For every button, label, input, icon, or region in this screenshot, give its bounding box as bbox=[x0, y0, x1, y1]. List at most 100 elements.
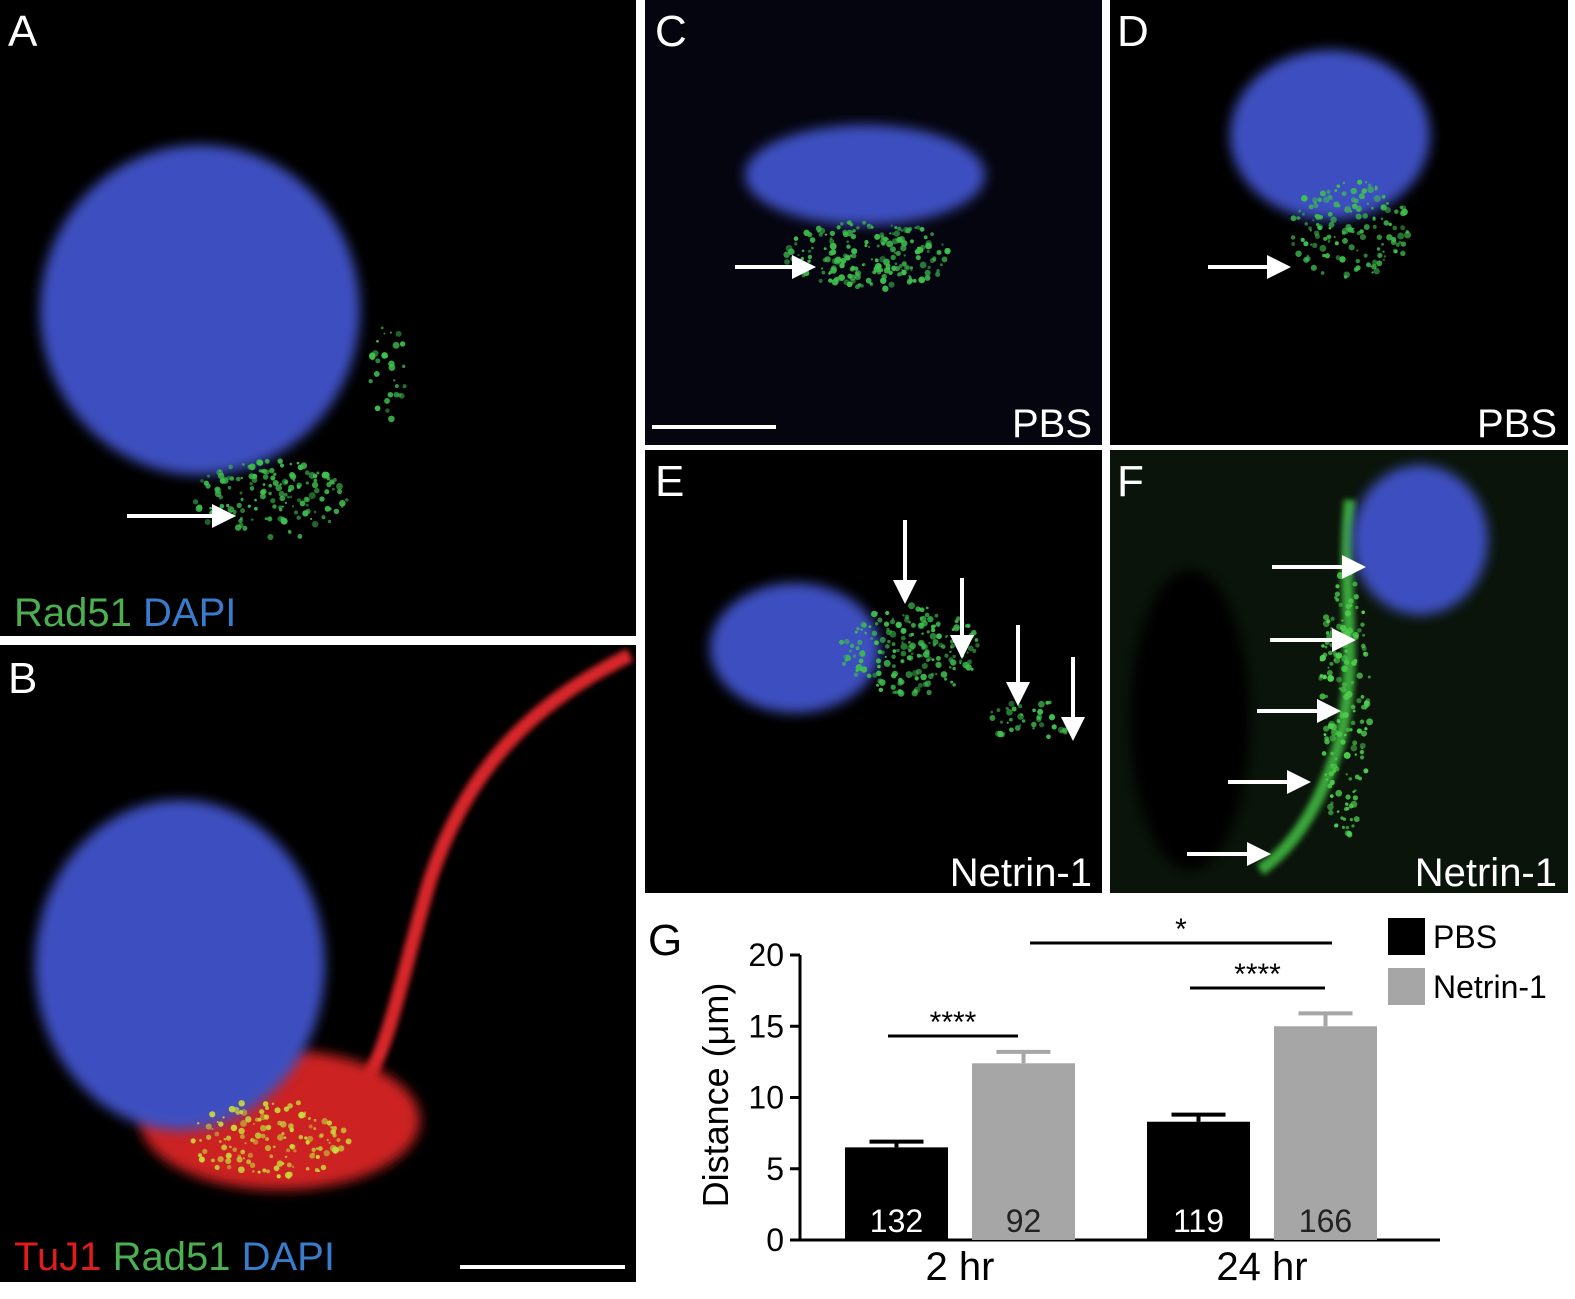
speckle bbox=[281, 1131, 285, 1136]
speckle bbox=[821, 270, 826, 275]
speckle bbox=[1351, 661, 1357, 666]
speckle bbox=[1336, 184, 1341, 188]
speckle bbox=[268, 483, 273, 488]
speckle bbox=[1348, 777, 1353, 781]
speckle bbox=[240, 499, 244, 502]
speckle bbox=[264, 1145, 272, 1152]
speckle bbox=[916, 246, 924, 254]
speckle bbox=[999, 720, 1004, 724]
speckle bbox=[919, 616, 923, 620]
speckle bbox=[218, 1140, 222, 1143]
panel-label: D bbox=[1117, 7, 1149, 56]
speckle bbox=[1380, 217, 1384, 221]
speckle bbox=[926, 689, 932, 696]
nucleus bbox=[745, 125, 985, 225]
speckle bbox=[877, 617, 883, 623]
speckle bbox=[940, 671, 948, 678]
speckle bbox=[291, 1165, 295, 1168]
speckle bbox=[368, 353, 376, 360]
speckle bbox=[1303, 241, 1309, 247]
speckle bbox=[1350, 680, 1355, 685]
speckle bbox=[240, 1120, 247, 1127]
speckle bbox=[1009, 727, 1014, 733]
speckle bbox=[1322, 652, 1328, 658]
speckle bbox=[1383, 220, 1389, 226]
speckle bbox=[385, 355, 389, 358]
speckle bbox=[304, 470, 310, 476]
y-tick-label: 15 bbox=[748, 1008, 784, 1044]
speckle bbox=[1313, 202, 1319, 209]
speckle bbox=[1327, 650, 1333, 656]
speckle bbox=[1021, 719, 1026, 723]
speckle bbox=[236, 502, 242, 509]
speckle bbox=[1310, 264, 1317, 271]
speckle bbox=[1350, 197, 1357, 203]
speckle bbox=[1356, 249, 1359, 252]
speckle bbox=[1345, 773, 1348, 776]
speckle bbox=[1038, 722, 1045, 728]
speckle bbox=[882, 285, 889, 292]
speckle bbox=[244, 1142, 247, 1145]
speckle bbox=[314, 487, 320, 494]
speckle bbox=[829, 230, 836, 237]
speckle bbox=[308, 1124, 313, 1129]
speckle bbox=[1324, 253, 1330, 259]
speckle bbox=[1344, 830, 1351, 837]
speckle bbox=[313, 478, 318, 483]
speckle bbox=[246, 1159, 252, 1165]
speckle bbox=[1350, 704, 1356, 710]
speckle bbox=[283, 1106, 290, 1112]
speckle bbox=[899, 679, 905, 685]
speckle bbox=[252, 1170, 255, 1173]
speckle bbox=[204, 518, 211, 525]
speckle bbox=[1385, 202, 1388, 205]
speckle bbox=[1308, 204, 1314, 210]
speckle bbox=[829, 242, 837, 250]
speckles bbox=[1318, 569, 1374, 838]
speckle bbox=[906, 279, 912, 285]
speckle bbox=[1011, 706, 1017, 712]
panel-label: A bbox=[8, 7, 38, 56]
speckle bbox=[921, 662, 928, 670]
speckle bbox=[930, 627, 936, 633]
speckle bbox=[871, 630, 878, 637]
speckle bbox=[1373, 195, 1381, 203]
speckle bbox=[1345, 806, 1350, 811]
speckle bbox=[336, 483, 343, 490]
speckle bbox=[1342, 181, 1346, 185]
speckle bbox=[1326, 189, 1331, 194]
speckle bbox=[1318, 676, 1323, 681]
speckle bbox=[373, 371, 380, 377]
speckle bbox=[1352, 631, 1359, 639]
speckle bbox=[927, 265, 931, 270]
speckle bbox=[260, 1133, 266, 1139]
speckle bbox=[946, 634, 949, 638]
speckle bbox=[893, 230, 900, 237]
speckle bbox=[1317, 224, 1323, 231]
speckle bbox=[890, 254, 896, 261]
speckle bbox=[1328, 195, 1333, 201]
speckle bbox=[839, 262, 845, 269]
speckle bbox=[824, 233, 828, 236]
speckle bbox=[892, 649, 897, 654]
speckle bbox=[901, 641, 904, 644]
speckle bbox=[975, 643, 980, 648]
speckle bbox=[1353, 816, 1360, 823]
speckle bbox=[389, 331, 393, 334]
speckle bbox=[238, 1100, 245, 1107]
speckle bbox=[284, 1155, 288, 1159]
speckle bbox=[1048, 714, 1056, 721]
speckle bbox=[876, 670, 882, 677]
bar bbox=[1274, 1026, 1377, 1240]
caption: Rad51 DAPI bbox=[14, 591, 236, 635]
speckle bbox=[1309, 229, 1312, 232]
speckle bbox=[1311, 197, 1318, 203]
speckle bbox=[900, 635, 906, 641]
speckle bbox=[259, 1109, 265, 1115]
speckle bbox=[1324, 716, 1328, 720]
speckle bbox=[1338, 687, 1342, 690]
speckle bbox=[262, 1101, 269, 1107]
speckle bbox=[912, 278, 917, 283]
speckle bbox=[1343, 275, 1348, 279]
nucleus bbox=[1352, 465, 1488, 615]
